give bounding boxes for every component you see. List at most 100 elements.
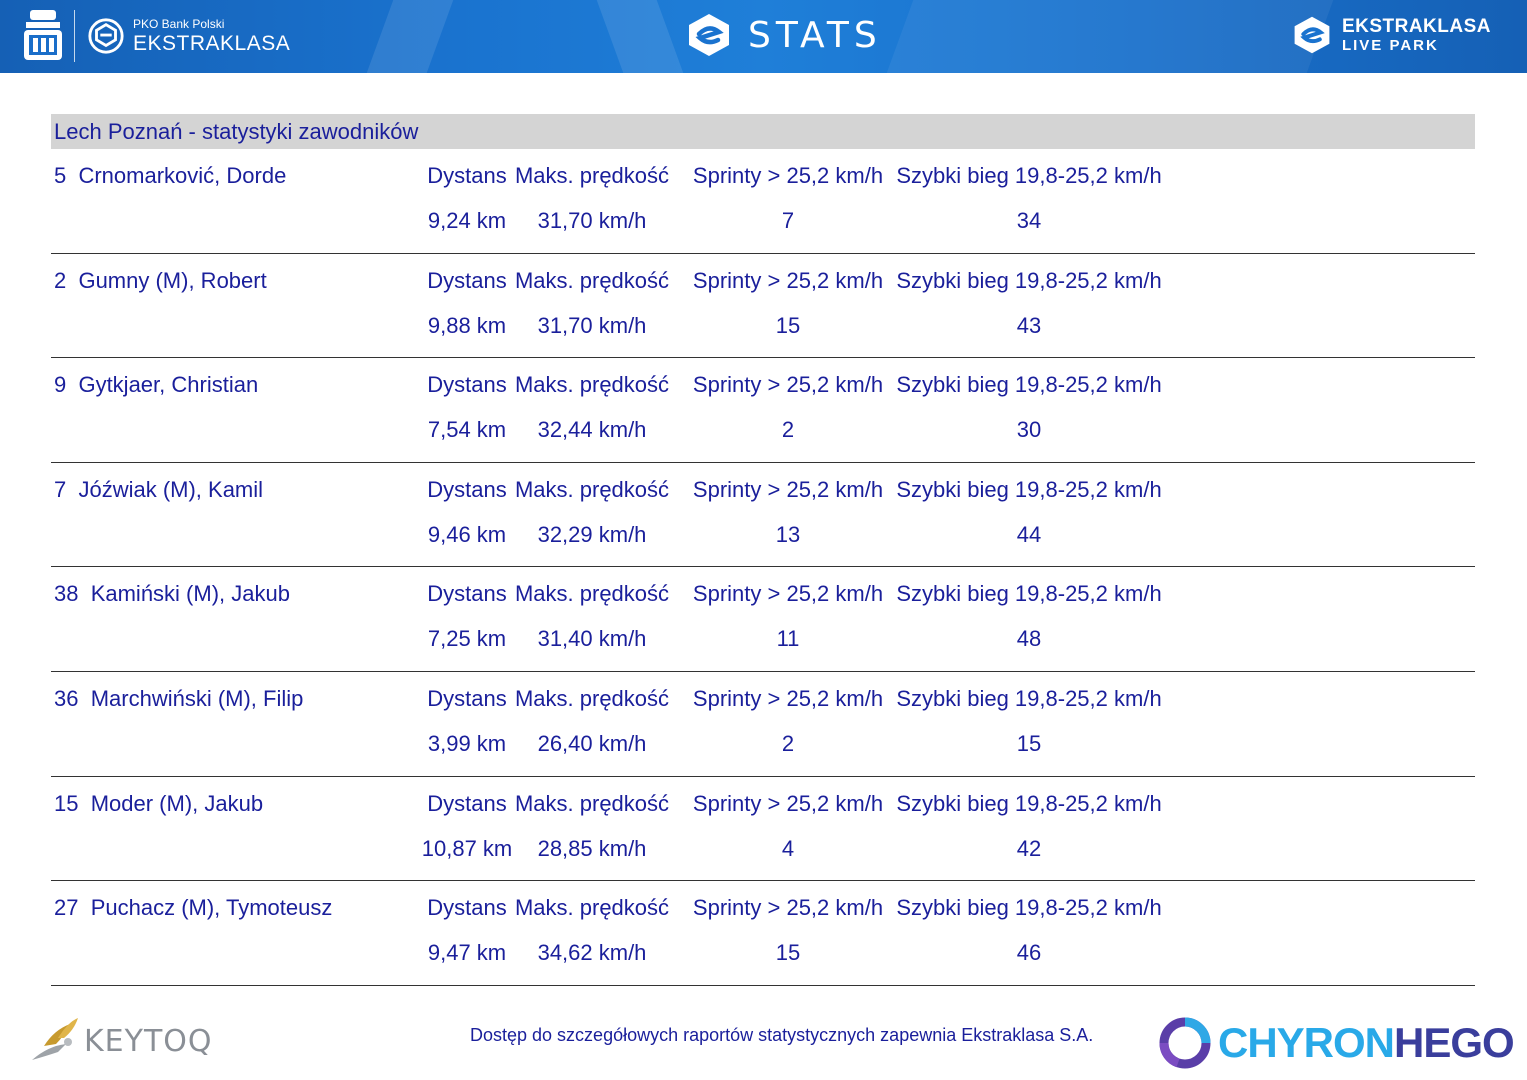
team-title: Lech Poznań - statystyki zawodników xyxy=(51,114,1475,149)
chyronhego-swirl-icon xyxy=(1159,1017,1211,1069)
fast-runs-value: 42 xyxy=(1016,835,1042,861)
sprints-label: Sprinty > 25,2 km/h xyxy=(692,685,884,711)
player-name: 2 Gumny (M), Robert xyxy=(54,267,267,293)
player-name: 5 Crnomarković, Dorde xyxy=(54,163,287,188)
fast-runs-label: Szybki bieg 19,8-25,2 km/h xyxy=(896,685,1162,711)
distance-value: 9,47 km xyxy=(427,940,507,966)
distance-value: 9,24 km xyxy=(427,208,507,233)
sprints-label: Sprinty > 25,2 km/h xyxy=(692,267,884,293)
distance-label: Dystans xyxy=(427,267,507,293)
distance-label: Dystans xyxy=(427,163,507,188)
player-block: 2 Gumny (M), Robert Dystans Maks. prędko… xyxy=(51,254,1475,359)
pko-ekstraklasa-logo: PKO Bank Polski EKSTRAKLASA xyxy=(22,8,290,64)
sprints-value: 13 xyxy=(775,521,801,547)
distance-value: 7,54 km xyxy=(427,417,507,443)
max-speed-label: Maks. prędkość xyxy=(514,372,670,398)
max-speed-value: 31,70 km/h xyxy=(537,208,647,233)
chyronhego-logo: CHYRON HEGO xyxy=(1158,1016,1515,1070)
footer-note: Dostęp do szczegółowych raportów statyst… xyxy=(470,1025,1094,1045)
distance-label: Dystans xyxy=(427,372,507,398)
player-block: 38 Kamiński (M), Jakub Dystans Maks. prę… xyxy=(51,567,1475,672)
max-speed-value: 31,70 km/h xyxy=(537,312,647,338)
fast-runs-label: Szybki bieg 19,8-25,2 km/h xyxy=(896,372,1162,398)
player-block: 36 Marchwiński (M), Filip Dystans Maks. … xyxy=(51,672,1475,777)
sprints-value: 15 xyxy=(775,312,801,338)
chyron-text: CHYRON xyxy=(1218,1019,1395,1066)
sprints-label: Sprinty > 25,2 km/h xyxy=(692,790,884,816)
distance-value: 7,25 km xyxy=(427,626,507,652)
distance-label: Dystans xyxy=(427,476,507,502)
bank-subtitle: PKO Bank Polski xyxy=(133,17,225,31)
live-park-logo: EKSTRAKLASA LIVE PARK xyxy=(1292,14,1491,56)
sprints-label: Sprinty > 25,2 km/h xyxy=(692,476,884,502)
distance-value: 9,46 km xyxy=(427,521,507,547)
sprints-value: 15 xyxy=(775,940,801,966)
max-speed-value: 34,62 km/h xyxy=(537,940,647,966)
fast-runs-label: Szybki bieg 19,8-25,2 km/h xyxy=(896,163,1162,188)
distance-label: Dystans xyxy=(427,895,507,921)
max-speed-value: 26,40 km/h xyxy=(537,730,647,756)
distance-value: 3,99 km xyxy=(427,730,507,756)
distance-label: Dystans xyxy=(427,790,507,816)
stats-title: STATS xyxy=(748,14,882,56)
hego-text: HEGO xyxy=(1394,1019,1515,1066)
fast-runs-value: 34 xyxy=(1016,208,1042,233)
fast-runs-value: 46 xyxy=(1016,940,1042,966)
max-speed-value: 28,85 km/h xyxy=(537,835,647,861)
player-block: 7 Jóźwiak (M), Kamil Dystans Maks. prędk… xyxy=(51,463,1475,568)
max-speed-label: Maks. prędkość xyxy=(514,476,670,502)
player-name: 15 Moder (M), Jakub xyxy=(54,790,264,816)
sprints-label: Sprinty > 25,2 km/h xyxy=(692,895,884,921)
bank-title: EKSTRAKLASA xyxy=(133,32,291,55)
distance-value: 9,88 km xyxy=(427,312,507,338)
fast-runs-value: 15 xyxy=(1016,730,1042,756)
header-bar: PKO Bank Polski EKSTRAKLASA STATS EKSTRA… xyxy=(0,0,1527,73)
player-name: 38 Kamiński (M), Jakub xyxy=(54,581,290,607)
fast-runs-value: 43 xyxy=(1016,312,1042,338)
ekstraklasa-e-icon xyxy=(1294,16,1330,54)
fast-runs-value: 48 xyxy=(1016,626,1042,652)
max-speed-label: Maks. prędkość xyxy=(514,895,670,921)
distance-label: Dystans xyxy=(427,581,507,607)
keytoq-bird-icon xyxy=(32,1018,78,1060)
max-speed-value: 31,40 km/h xyxy=(537,626,647,652)
max-speed-value: 32,29 km/h xyxy=(537,521,647,547)
fast-runs-value: 30 xyxy=(1016,417,1042,443)
keytoq-logo: KEYTOQ xyxy=(28,1016,213,1066)
fast-runs-label: Szybki bieg 19,8-25,2 km/h xyxy=(896,895,1162,921)
distance-value: 10,87 km xyxy=(421,835,513,861)
fast-runs-label: Szybki bieg 19,8-25,2 km/h xyxy=(896,267,1162,293)
player-name: 27 Puchacz (M), Tymoteusz xyxy=(54,895,333,921)
fast-runs-label: Szybki bieg 19,8-25,2 km/h xyxy=(896,476,1162,502)
sprints-value: 11 xyxy=(776,626,800,652)
stats-logo: STATS xyxy=(686,12,882,58)
player-block: 5 Crnomarković, Dorde Dystans Maks. pręd… xyxy=(51,149,1475,254)
player-block: 27 Puchacz (M), Tymoteusz Dystans Maks. … xyxy=(51,881,1475,986)
distance-label: Dystans xyxy=(427,685,507,711)
max-speed-value: 32,44 km/h xyxy=(537,417,647,443)
max-speed-label: Maks. prędkość xyxy=(514,685,670,711)
sprints-label: Sprinty > 25,2 km/h xyxy=(692,581,884,607)
sprints-value: 2 xyxy=(781,417,795,443)
ekstraklasa-ball-icon xyxy=(88,18,124,54)
sprints-value: 7 xyxy=(781,208,795,233)
sprints-label: Sprinty > 25,2 km/h xyxy=(692,163,884,188)
live-park-line1: EKSTRAKLASA xyxy=(1341,16,1491,37)
fast-runs-label: Szybki bieg 19,8-25,2 km/h xyxy=(896,790,1162,816)
fast-runs-label: Szybki bieg 19,8-25,2 km/h xyxy=(896,581,1162,607)
sprints-label: Sprinty > 25,2 km/h xyxy=(692,372,884,398)
sprints-value: 4 xyxy=(781,835,795,861)
sprints-value: 2 xyxy=(781,730,795,756)
player-name: 36 Marchwiński (M), Filip xyxy=(54,685,304,711)
keytoq-text: KEYTOQ xyxy=(84,1023,213,1059)
fast-runs-value: 44 xyxy=(1016,521,1042,547)
player-block: 9 Gytkjaer, Christian Dystans Maks. pręd… xyxy=(51,358,1475,463)
player-stats-list: 5 Crnomarković, Dorde Dystans Maks. pręd… xyxy=(51,149,1475,986)
player-name: 9 Gytkjaer, Christian xyxy=(54,372,259,398)
live-park-line2: LIVE PARK xyxy=(1341,37,1439,54)
pko-bank-icon xyxy=(24,10,62,60)
max-speed-label: Maks. prędkość xyxy=(514,267,670,293)
max-speed-label: Maks. prędkość xyxy=(514,790,670,816)
player-block: 15 Moder (M), Jakub Dystans Maks. prędko… xyxy=(51,777,1475,882)
ekstraklasa-e-icon xyxy=(689,14,729,56)
